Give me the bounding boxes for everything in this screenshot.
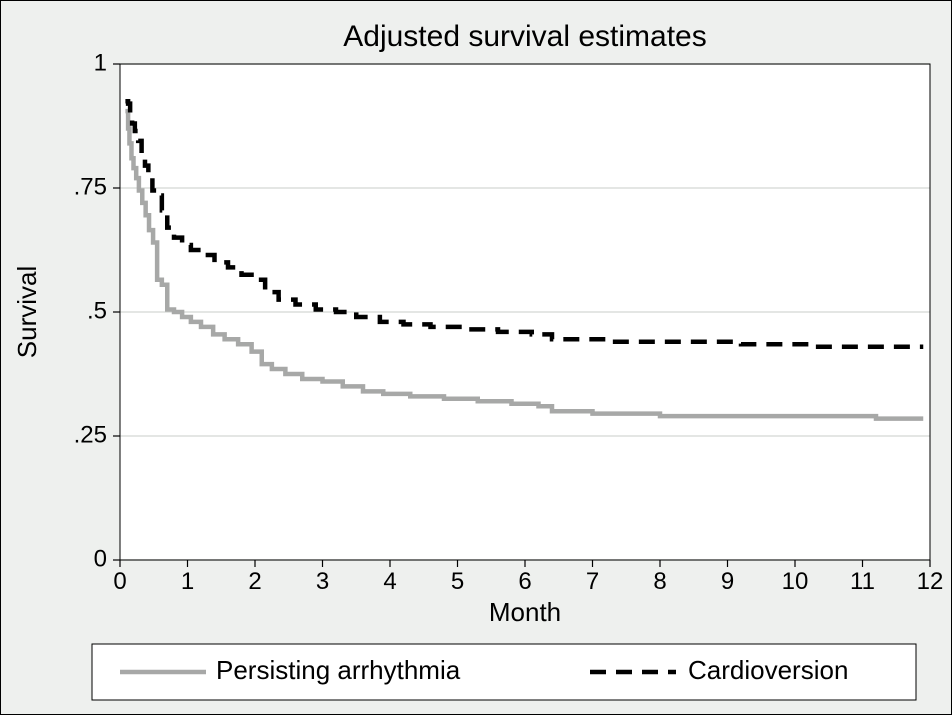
y-tick-label: 0 [94, 545, 107, 572]
y-tick-label: 1 [94, 49, 107, 76]
legend-label-persisting: Persisting arrhythmia [216, 655, 461, 685]
x-tick-label: 7 [586, 568, 599, 595]
x-tick-label: 3 [316, 568, 329, 595]
x-tick-label: 2 [248, 568, 261, 595]
x-tick-label: 6 [518, 568, 531, 595]
x-tick-label: 10 [782, 568, 809, 595]
x-tick-label: 11 [850, 568, 875, 595]
x-tick-label: 5 [451, 568, 464, 595]
y-tick-label: .5 [87, 297, 107, 324]
x-tick-label: 4 [383, 568, 396, 595]
x-axis-title: Month [489, 597, 561, 627]
y-axis-title: Survival [12, 266, 42, 358]
chart-title: Adjusted survival estimates [343, 20, 707, 53]
y-tick-label: .75 [74, 173, 107, 200]
legend-label-cardioversion: Cardioversion [688, 655, 848, 685]
x-tick-label: 12 [917, 568, 944, 595]
x-tick-label: 1 [181, 568, 194, 595]
x-tick-label: 9 [721, 568, 734, 595]
y-tick-label: .25 [74, 421, 107, 448]
chart-container: 0.25.5.7510123456789101112MonthSurvivalA… [0, 0, 952, 715]
x-tick-label: 0 [113, 568, 126, 595]
survival-chart-svg: 0.25.5.7510123456789101112MonthSurvivalA… [0, 0, 952, 715]
x-tick-label: 8 [653, 568, 666, 595]
